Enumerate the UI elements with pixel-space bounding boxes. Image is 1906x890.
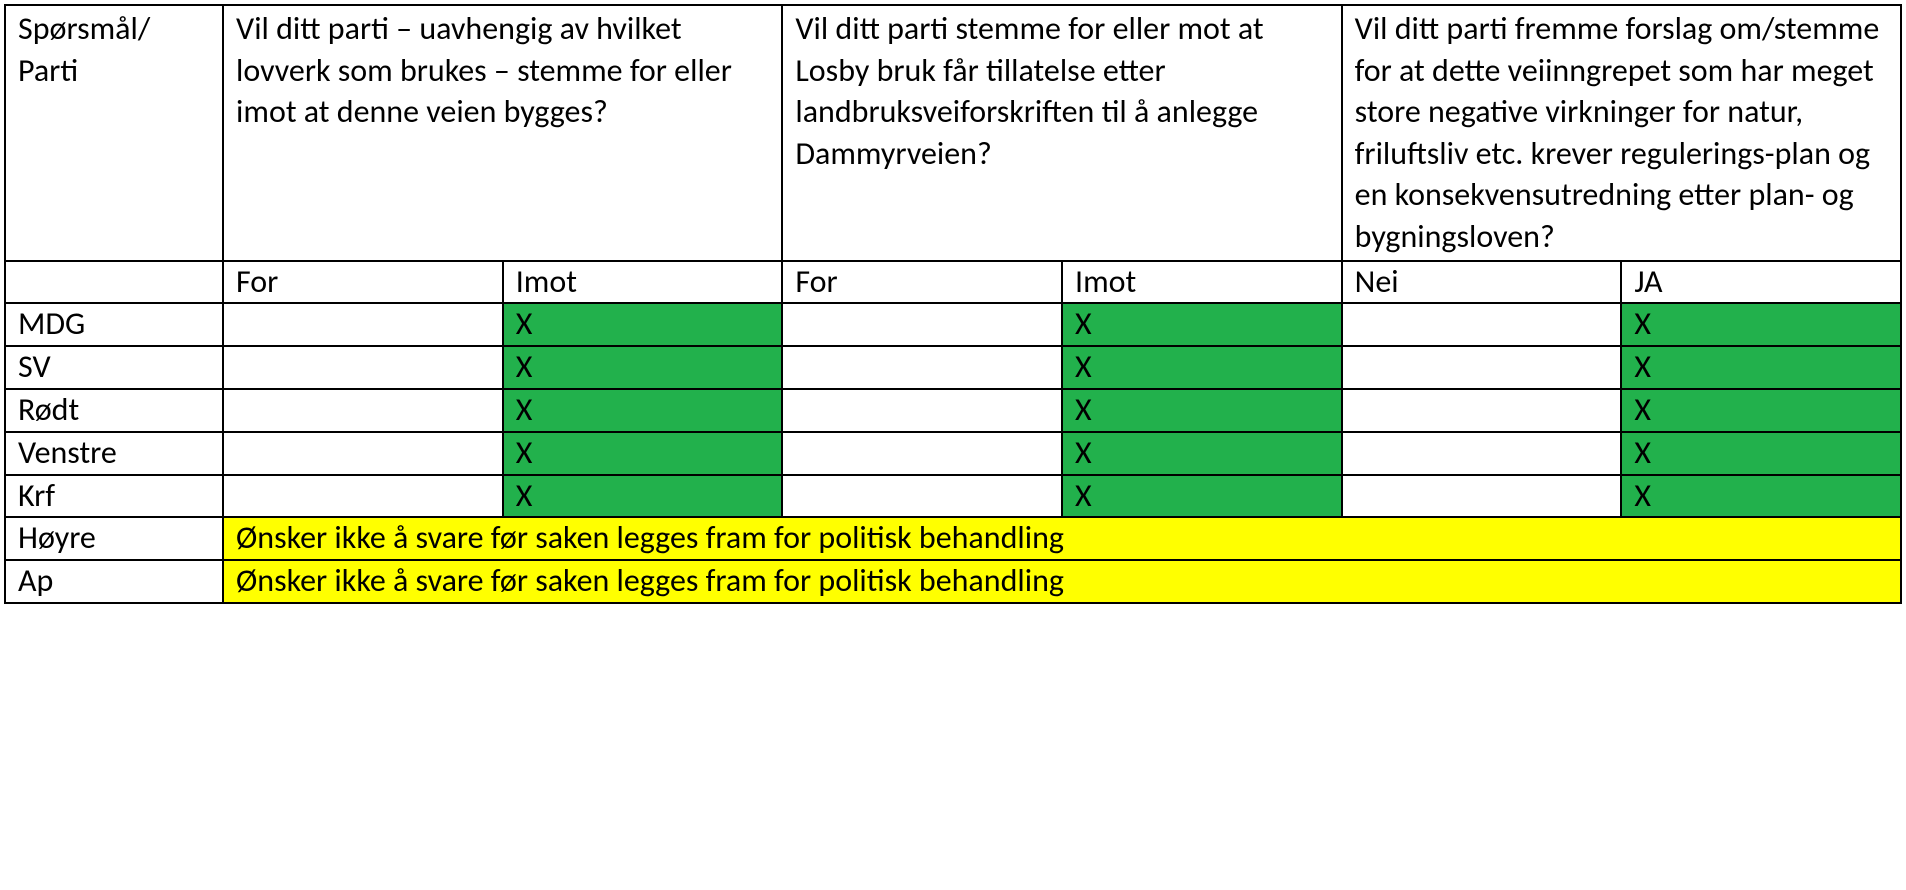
table-row: SV X X X: [5, 346, 1901, 389]
vote-cell: X: [503, 475, 783, 518]
party-name: Ap: [5, 560, 223, 603]
vote-cell: X: [1621, 346, 1901, 389]
vote-cell: X: [1621, 475, 1901, 518]
vote-cell: X: [1062, 346, 1342, 389]
vote-cell: [1342, 432, 1622, 475]
vote-cell: X: [1621, 432, 1901, 475]
vote-cell: [223, 389, 503, 432]
merged-response: Ønsker ikke å svare før saken legges fra…: [223, 517, 1901, 560]
vote-cell: [223, 346, 503, 389]
table-row: Krf X X X: [5, 475, 1901, 518]
vote-cell: X: [503, 303, 783, 346]
vote-cell: X: [1621, 389, 1901, 432]
party-name: Krf: [5, 475, 223, 518]
table-row: Rødt X X X: [5, 389, 1901, 432]
vote-cell: [782, 346, 1062, 389]
subheader-q3b: JA: [1621, 261, 1901, 304]
vote-cell: X: [503, 389, 783, 432]
vote-cell: [782, 475, 1062, 518]
vote-cell: X: [503, 432, 783, 475]
vote-cell: [1342, 475, 1622, 518]
vote-cell: [223, 432, 503, 475]
header-question-2: Vil ditt parti stemme for eller mot at L…: [782, 5, 1341, 261]
subheader-q2b: Imot: [1062, 261, 1342, 304]
vote-cell: X: [1062, 389, 1342, 432]
vote-cell: X: [1062, 303, 1342, 346]
subheader-q1b: Imot: [503, 261, 783, 304]
party-name: MDG: [5, 303, 223, 346]
vote-cell: X: [1062, 432, 1342, 475]
question-header-row: Spørsmål/ Parti Vil ditt parti – uavheng…: [5, 5, 1901, 261]
table-row: ApØnsker ikke å svare før saken legges f…: [5, 560, 1901, 603]
subheader-row: For Imot For Imot Nei JA: [5, 261, 1901, 304]
vote-cell: X: [1621, 303, 1901, 346]
vote-cell: X: [503, 346, 783, 389]
party-survey-table: Spørsmål/ Parti Vil ditt parti – uavheng…: [4, 4, 1902, 604]
vote-cell: [223, 303, 503, 346]
subheader-q3a: Nei: [1342, 261, 1622, 304]
subheader-empty: [5, 261, 223, 304]
vote-cell: [1342, 389, 1622, 432]
party-name: Høyre: [5, 517, 223, 560]
party-name: Rødt: [5, 389, 223, 432]
vote-cell: X: [1062, 475, 1342, 518]
vote-cell: [782, 303, 1062, 346]
party-name: Venstre: [5, 432, 223, 475]
vote-cell: [782, 432, 1062, 475]
subheader-q2a: For: [782, 261, 1062, 304]
vote-cell: [1342, 346, 1622, 389]
party-name: SV: [5, 346, 223, 389]
header-question-1: Vil ditt parti – uavhengig av hvilket lo…: [223, 5, 782, 261]
header-question-3: Vil ditt parti fremme forslag om/stemme …: [1342, 5, 1901, 261]
vote-cell: [1342, 303, 1622, 346]
table-row: HøyreØnsker ikke å svare før saken legge…: [5, 517, 1901, 560]
subheader-q1a: For: [223, 261, 503, 304]
merged-response: Ønsker ikke å svare før saken legges fra…: [223, 560, 1901, 603]
table-row: MDG X X X: [5, 303, 1901, 346]
table-row: Venstre X X X: [5, 432, 1901, 475]
header-col-party: Spørsmål/ Parti: [5, 5, 223, 261]
vote-cell: [782, 389, 1062, 432]
vote-cell: [223, 475, 503, 518]
